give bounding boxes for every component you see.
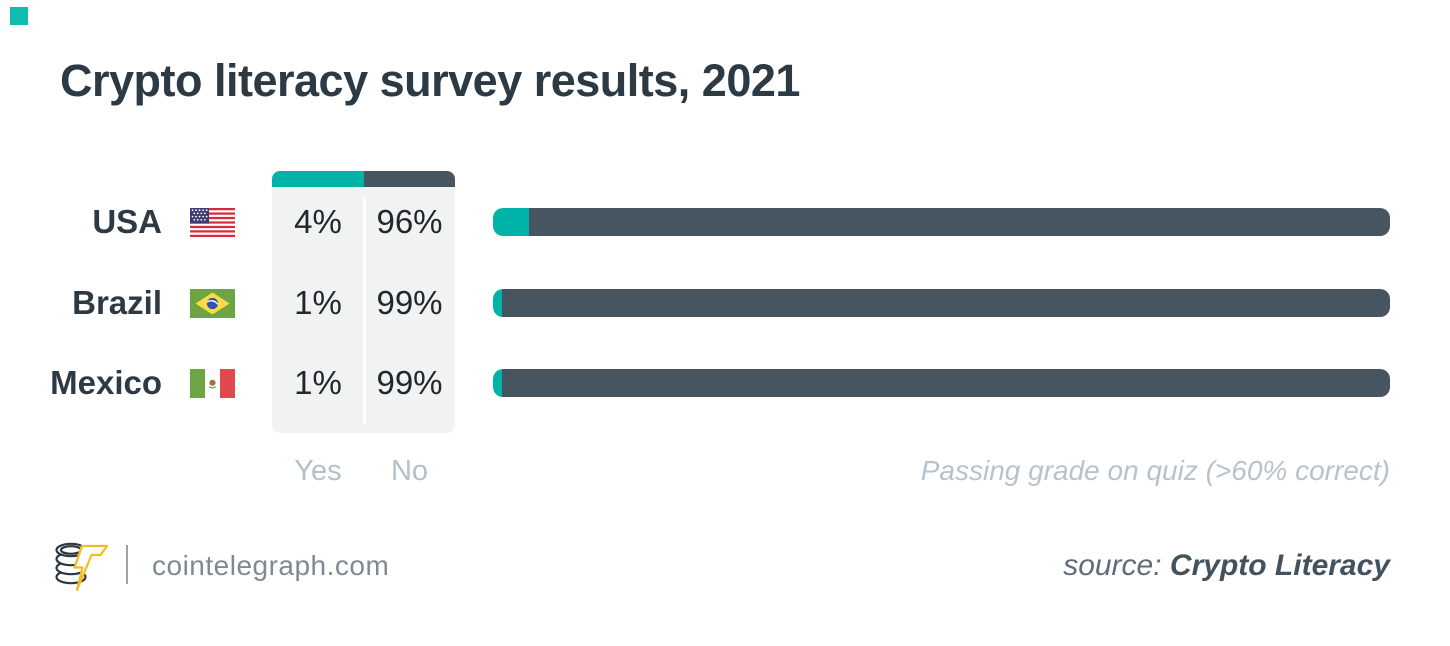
source-label: source: bbox=[1063, 549, 1162, 582]
legend-no-label: No bbox=[390, 455, 429, 487]
cell-usa-no: 96% bbox=[376, 203, 443, 240]
bar-brazil bbox=[493, 289, 1390, 317]
table-header-yes bbox=[272, 171, 364, 187]
table-column-divider bbox=[363, 197, 366, 424]
bar-mexico-no-segment bbox=[501, 369, 1390, 397]
bar-mexico bbox=[493, 369, 1390, 397]
chart-annotation: Passing grade on quiz (>60% correct) bbox=[920, 455, 1390, 486]
mexico-flag-icon bbox=[190, 369, 235, 398]
source-name: Crypto Literacy bbox=[1169, 549, 1390, 582]
bar-mexico-yes-segment bbox=[493, 369, 502, 397]
footer-divider bbox=[126, 545, 128, 584]
country-label-usa: USA bbox=[92, 203, 162, 240]
table-header bbox=[272, 171, 455, 187]
cell-usa-yes: 4% bbox=[294, 203, 342, 240]
page-title: Crypto literacy survey results, 2021 bbox=[60, 55, 800, 106]
brazil-flag-icon bbox=[190, 289, 235, 318]
bar-brazil-yes-segment bbox=[493, 289, 502, 317]
bar-brazil-no-segment bbox=[501, 289, 1390, 317]
cell-brazil-no: 99% bbox=[376, 284, 443, 321]
bar-usa-yes-segment bbox=[493, 208, 529, 236]
country-label-brazil: Brazil bbox=[72, 284, 162, 321]
source-credit: source: Crypto Literacy bbox=[1063, 546, 1390, 586]
usa-flag-icon bbox=[190, 208, 235, 237]
country-label-mexico: Mexico bbox=[50, 364, 162, 401]
cell-mexico-yes: 1% bbox=[294, 364, 342, 401]
cell-mexico-no: 99% bbox=[376, 364, 443, 401]
bar-usa-no-segment bbox=[528, 208, 1390, 236]
bar-usa bbox=[493, 208, 1390, 236]
cointelegraph-logo-icon bbox=[54, 537, 110, 593]
legend-yes-label: Yes bbox=[294, 455, 342, 487]
cell-brazil-yes: 1% bbox=[294, 284, 342, 321]
brand-corner-mark bbox=[10, 7, 28, 25]
site-url: cointelegraph.com bbox=[152, 550, 390, 581]
table-header-no bbox=[363, 171, 455, 187]
